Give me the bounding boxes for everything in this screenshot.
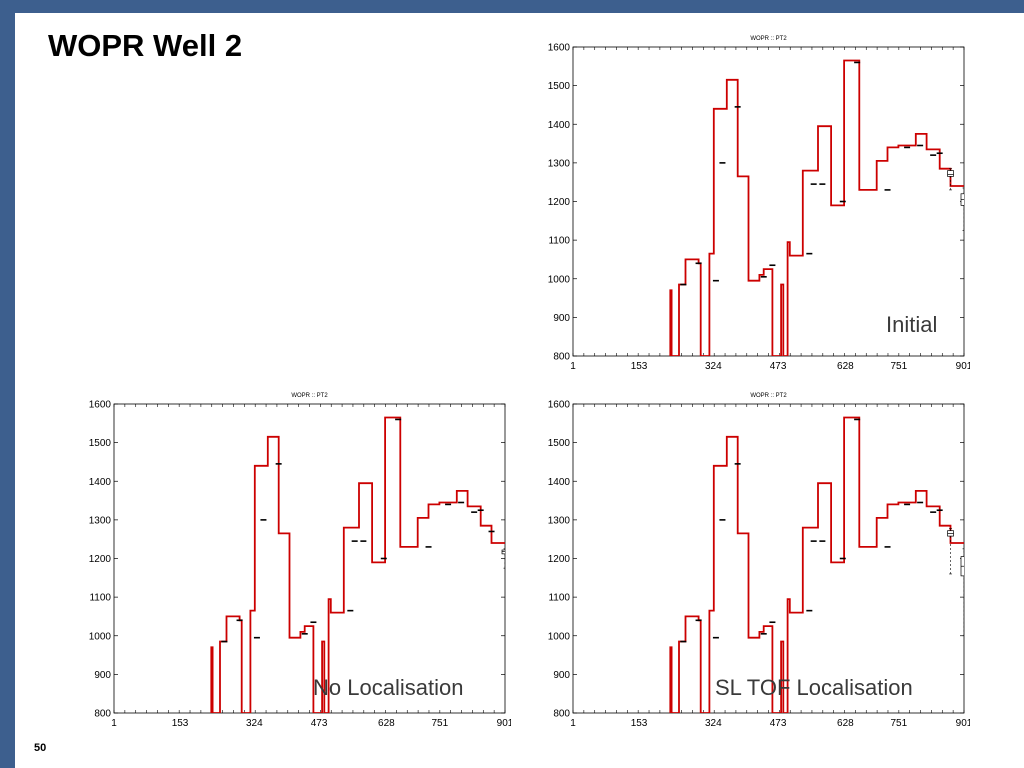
- y-tick-label: 1100: [548, 236, 570, 247]
- y-tick-label: 1600: [548, 43, 571, 54]
- y-tick-label: 1400: [548, 120, 571, 131]
- x-tick-label: 901: [497, 718, 511, 729]
- y-tick-label: 1000: [89, 631, 112, 642]
- boxplot: [947, 168, 954, 191]
- y-tick-label: 900: [94, 670, 111, 681]
- y-tick-label: 1300: [548, 158, 571, 169]
- page-number: 50: [34, 742, 47, 754]
- plot-frame: [572, 403, 965, 714]
- boxplot: [960, 187, 964, 231]
- y-tick-label: 1500: [548, 81, 571, 92]
- caption-sl-tof-localisation: SL TOF Localisation: [715, 675, 913, 700]
- caption-no-localisation: No Localisation: [313, 675, 464, 700]
- boxplot: [960, 548, 964, 637]
- x-tick-label: 153: [172, 718, 189, 729]
- boxplot-box: [947, 170, 954, 177]
- plot-area: [210, 416, 505, 713]
- slide-title: WOPR Well 2: [48, 28, 243, 63]
- x-tick-label: 324: [705, 718, 722, 729]
- y-tick-label: 1200: [89, 554, 112, 565]
- series-line: [210, 416, 505, 713]
- x-tick-label: 751: [890, 361, 907, 372]
- x-tick-label: 751: [431, 718, 448, 729]
- x-tick-label: 1: [570, 718, 576, 729]
- x-tick-label: 324: [246, 718, 263, 729]
- plot-frame: [572, 46, 965, 357]
- y-tick-label: 1400: [548, 477, 571, 488]
- plot-area: [669, 59, 964, 356]
- boxplot: [501, 548, 505, 569]
- y-tick-label: 1600: [89, 400, 112, 411]
- y-tick-label: 1400: [89, 477, 112, 488]
- y-tick-label: 1300: [89, 515, 112, 526]
- x-tick-label: 153: [631, 718, 648, 729]
- y-tick-label: 800: [553, 709, 570, 720]
- plot-frame: [113, 403, 506, 714]
- y-tick-label: 900: [553, 670, 570, 681]
- x-tick-label: 628: [378, 718, 395, 729]
- x-tick-label: 628: [837, 718, 854, 729]
- y-tick-label: 1500: [548, 438, 571, 449]
- y-tick-label: 1000: [548, 274, 571, 285]
- x-tick-label: 473: [311, 718, 328, 729]
- y-tick-label: 1000: [548, 631, 571, 642]
- top-frame-bar: [0, 0, 1024, 13]
- x-tick-label: 473: [770, 361, 787, 372]
- x-tick-label: 901: [956, 718, 970, 729]
- x-tick-label: 153: [631, 361, 648, 372]
- x-tick-label: 1: [111, 718, 117, 729]
- caption-initial: Initial: [886, 312, 938, 337]
- x-tick-label: 751: [890, 718, 907, 729]
- y-tick-label: 1200: [548, 197, 571, 208]
- y-tick-label: 800: [94, 709, 111, 720]
- series-line: [669, 416, 964, 713]
- y-tick-label: 800: [553, 352, 570, 363]
- y-tick-label: 1500: [89, 438, 112, 449]
- chart-title: WOPR :: PT2: [750, 36, 787, 42]
- y-tick-label: 1100: [89, 593, 111, 604]
- x-tick-label: 324: [705, 361, 722, 372]
- boxplot-box: [501, 549, 505, 555]
- chart-title: WOPR :: PT2: [750, 393, 787, 399]
- y-tick-label: 1100: [548, 593, 570, 604]
- x-tick-label: 473: [770, 718, 787, 729]
- x-tick-label: 628: [837, 361, 854, 372]
- x-tick-label: 1: [570, 361, 576, 372]
- y-tick-label: 1200: [548, 554, 571, 565]
- chart-title: WOPR :: PT2: [291, 393, 328, 399]
- boxplot: [947, 528, 954, 575]
- slide-canvas: [15, 13, 1024, 768]
- y-tick-label: 1600: [548, 400, 571, 411]
- y-tick-label: 1300: [548, 515, 571, 526]
- plot-area: [669, 416, 964, 713]
- x-tick-label: 901: [956, 361, 970, 372]
- y-tick-label: 900: [553, 313, 570, 324]
